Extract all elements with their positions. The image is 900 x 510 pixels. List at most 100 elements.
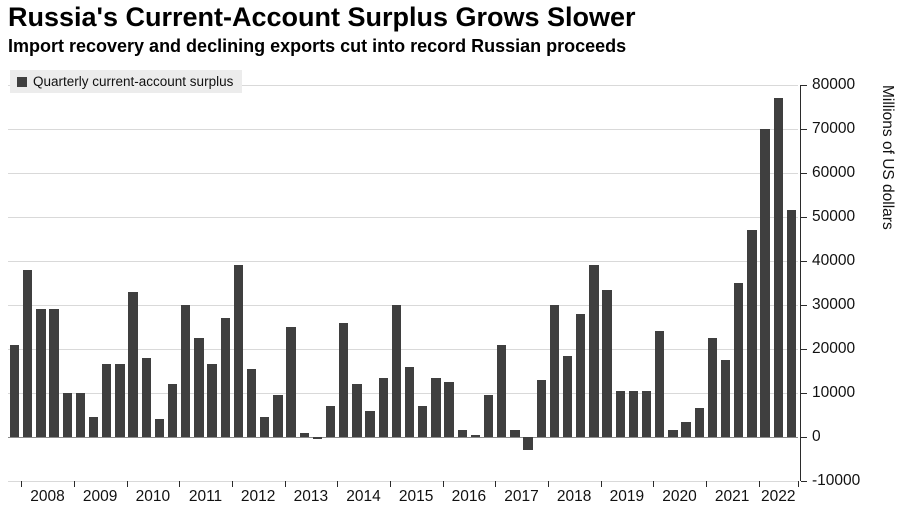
bar-2008-Q3 <box>49 309 59 437</box>
x-axis-year-label: 2015 <box>398 488 434 505</box>
x-axis-year-label: 2021 <box>714 488 750 505</box>
y-axis-tick-label: 40000 <box>812 252 856 269</box>
x-axis-tick <box>337 481 339 487</box>
y-axis-tick-label: 60000 <box>812 164 856 181</box>
x-axis-year-label: 2014 <box>346 488 381 505</box>
gridline <box>8 481 798 482</box>
x-axis: 2008 2009 2010 2011 2012 2013 2014 2015 2016 2017… <box>8 481 799 509</box>
bar-2020-Q2 <box>668 430 678 437</box>
bar-2013-Q3 <box>312 437 323 440</box>
y-axis-tick <box>801 85 807 86</box>
gridline <box>8 393 798 394</box>
bar-2015-Q4 <box>431 377 441 437</box>
bar-2016-Q2 <box>457 430 467 437</box>
bar-2020-Q3 <box>681 421 691 437</box>
y-axis-tick <box>801 217 807 218</box>
legend: Quarterly current-account surplus <box>10 70 243 93</box>
bar-2021-Q3 <box>734 283 744 437</box>
x-axis-tick <box>705 481 707 487</box>
y-axis-tick-label: 70000 <box>812 120 856 137</box>
bar-2017-Q4 <box>536 379 546 437</box>
x-axis-year-label: 2022 <box>761 488 796 505</box>
bar-2010-Q1 <box>128 291 138 437</box>
x-axis-tick <box>284 481 286 487</box>
x-axis-tick <box>21 481 23 487</box>
x-axis-tick <box>798 481 799 487</box>
y-axis-tick-label: 30000 <box>812 296 856 313</box>
bar-2015-Q3 <box>418 406 428 437</box>
bar-2009-Q3 <box>102 364 112 437</box>
x-axis-year-label: 2011 <box>188 488 223 505</box>
bar-2008-Q1 <box>23 269 33 437</box>
bar-2015-Q2 <box>404 366 415 437</box>
x-axis-year-label: 2020 <box>662 488 697 505</box>
bar-2019-Q3 <box>628 390 639 437</box>
bar-2019-Q1 <box>602 289 612 437</box>
bar-2021-Q4 <box>747 230 757 437</box>
bar-2020-Q4 <box>694 408 704 437</box>
x-axis-tick <box>389 481 391 487</box>
bar-2010-Q3 <box>154 419 165 437</box>
bar-2018-Q2 <box>562 355 573 437</box>
bar-2009-Q1 <box>75 393 86 437</box>
gridline <box>8 349 798 350</box>
x-axis-tick <box>547 481 549 487</box>
x-axis-year-label: 2009 <box>82 488 118 505</box>
bar-2014-Q2 <box>352 384 362 437</box>
bar-2008-Q4 <box>62 393 72 437</box>
x-axis-tick <box>495 481 497 487</box>
x-axis-year-label: 2018 <box>556 488 592 505</box>
y-axis: -10000 0 10000 20000 30000 40000 50000 60000 700… <box>800 76 896 489</box>
bar-2022-Q3 <box>786 210 797 437</box>
legend-marker-icon <box>17 76 27 87</box>
y-axis-title: Millions of US dollars <box>879 85 896 230</box>
bar-2021-Q2 <box>720 360 731 437</box>
bar-2017-Q2 <box>510 430 520 437</box>
y-axis-tick <box>801 437 807 438</box>
bar-2013-Q2 <box>299 432 309 437</box>
bar-2009-Q4 <box>115 364 125 437</box>
bar-2008-Q2 <box>36 309 46 437</box>
x-axis-year-label: 2012 <box>240 488 276 505</box>
x-axis-year-label: 2016 <box>451 488 487 505</box>
bar-2010-Q4 <box>167 384 178 437</box>
gridline <box>8 85 798 86</box>
x-axis-tick <box>231 481 233 487</box>
bar-2011-Q4 <box>220 318 230 437</box>
bar-2011-Q2 <box>194 338 204 437</box>
x-axis-tick <box>73 481 75 487</box>
bar-2012-Q2 <box>246 368 257 437</box>
x-axis-tick <box>600 481 602 487</box>
y-axis-tick <box>801 129 807 130</box>
bar-2019-Q2 <box>615 390 625 437</box>
y-axis-tick-label: -10000 <box>812 472 861 489</box>
bar-2014-Q1 <box>339 322 349 437</box>
y-axis-tick <box>801 305 807 306</box>
x-axis-year-label: 2013 <box>293 488 329 505</box>
y-axis-tick-label: 80000 <box>812 76 856 93</box>
x-axis-tick <box>442 481 444 487</box>
bar-2012-Q3 <box>260 417 270 437</box>
y-axis-tick-label: 0 <box>812 428 821 445</box>
x-axis-year-label: 2019 <box>609 488 645 505</box>
x-axis-tick <box>179 481 181 487</box>
bar-2007-Q4 <box>9 344 20 437</box>
bar-2011-Q3 <box>207 364 217 437</box>
zero-gridline <box>8 437 798 438</box>
bar-2018-Q4 <box>589 265 599 437</box>
y-axis-tick <box>801 393 807 394</box>
y-axis-tick <box>801 173 807 174</box>
bar-2019-Q4 <box>641 390 652 437</box>
gridline <box>8 173 798 174</box>
chart-subtitle: Import recovery and declining exports cu… <box>8 36 627 56</box>
y-axis-tick-label: 10000 <box>812 384 856 401</box>
gridline <box>8 261 798 262</box>
x-axis-tick <box>758 481 760 487</box>
bar-2017-Q3 <box>523 437 533 451</box>
bar-2018-Q3 <box>576 313 586 437</box>
bar-2012-Q4 <box>273 395 283 437</box>
plot-area <box>8 85 798 482</box>
bar-2016-Q3 <box>470 434 481 437</box>
y-axis-tick-label: 50000 <box>812 208 856 225</box>
